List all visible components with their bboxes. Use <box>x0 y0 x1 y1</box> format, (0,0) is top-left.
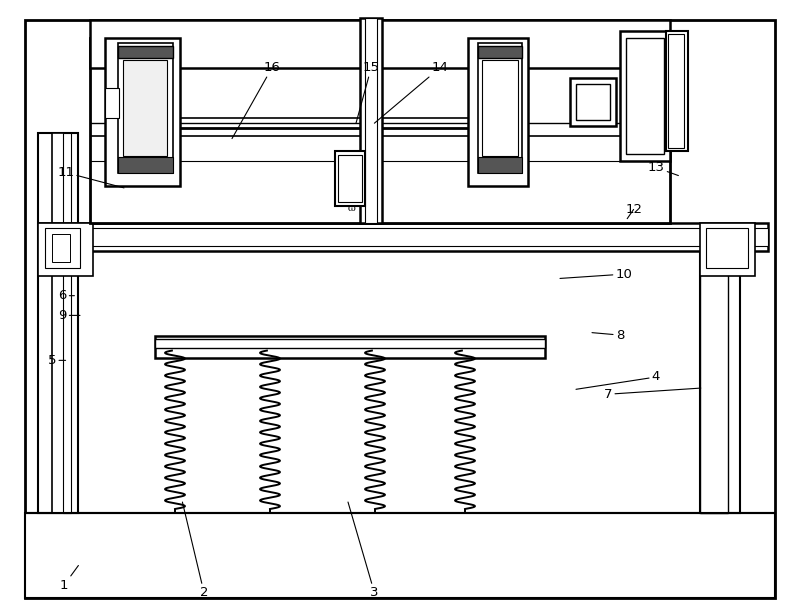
Bar <box>25 513 775 598</box>
Bar <box>52 133 70 513</box>
Bar <box>105 88 119 118</box>
Bar <box>576 84 610 120</box>
Bar <box>570 78 616 126</box>
Bar <box>700 251 740 513</box>
Bar <box>118 157 173 173</box>
Bar <box>118 43 173 173</box>
Text: 10: 10 <box>560 267 633 281</box>
Text: 11: 11 <box>57 166 124 188</box>
Text: 7: 7 <box>604 387 701 401</box>
Bar <box>38 133 78 513</box>
Bar <box>38 223 93 276</box>
Text: 4: 4 <box>576 370 660 389</box>
Bar <box>666 31 688 151</box>
Bar <box>620 31 670 161</box>
Bar <box>45 228 80 268</box>
Text: 6: 6 <box>58 289 74 302</box>
Text: 12: 12 <box>625 203 642 219</box>
Bar <box>63 133 71 513</box>
Text: 5: 5 <box>48 354 66 367</box>
Text: ω: ω <box>348 203 356 213</box>
Text: 9: 9 <box>58 309 80 322</box>
Text: 8: 8 <box>592 328 624 342</box>
Bar <box>38 228 768 246</box>
Bar <box>478 43 522 173</box>
Bar <box>360 18 382 223</box>
Bar <box>155 336 545 358</box>
Bar <box>335 151 365 206</box>
Bar <box>478 157 522 173</box>
Bar <box>700 223 755 276</box>
Bar <box>700 251 728 513</box>
Text: 15: 15 <box>356 61 380 123</box>
Bar <box>668 34 684 148</box>
Text: 16: 16 <box>232 61 281 139</box>
Bar <box>706 228 748 268</box>
Text: 13: 13 <box>647 161 678 176</box>
Text: 2: 2 <box>182 502 208 599</box>
Bar <box>118 46 173 58</box>
Bar <box>482 60 518 156</box>
Bar <box>338 155 362 202</box>
Bar <box>105 38 180 186</box>
Bar <box>155 339 545 348</box>
Text: 1: 1 <box>60 565 78 592</box>
Bar <box>468 38 528 186</box>
Text: 14: 14 <box>374 61 449 123</box>
Bar <box>52 234 70 262</box>
Bar <box>365 18 377 223</box>
Bar <box>478 46 522 58</box>
Bar <box>90 38 670 223</box>
Bar <box>626 38 664 154</box>
Text: 3: 3 <box>348 502 378 599</box>
Bar <box>38 223 768 251</box>
Bar <box>123 60 167 156</box>
Bar <box>90 20 670 68</box>
